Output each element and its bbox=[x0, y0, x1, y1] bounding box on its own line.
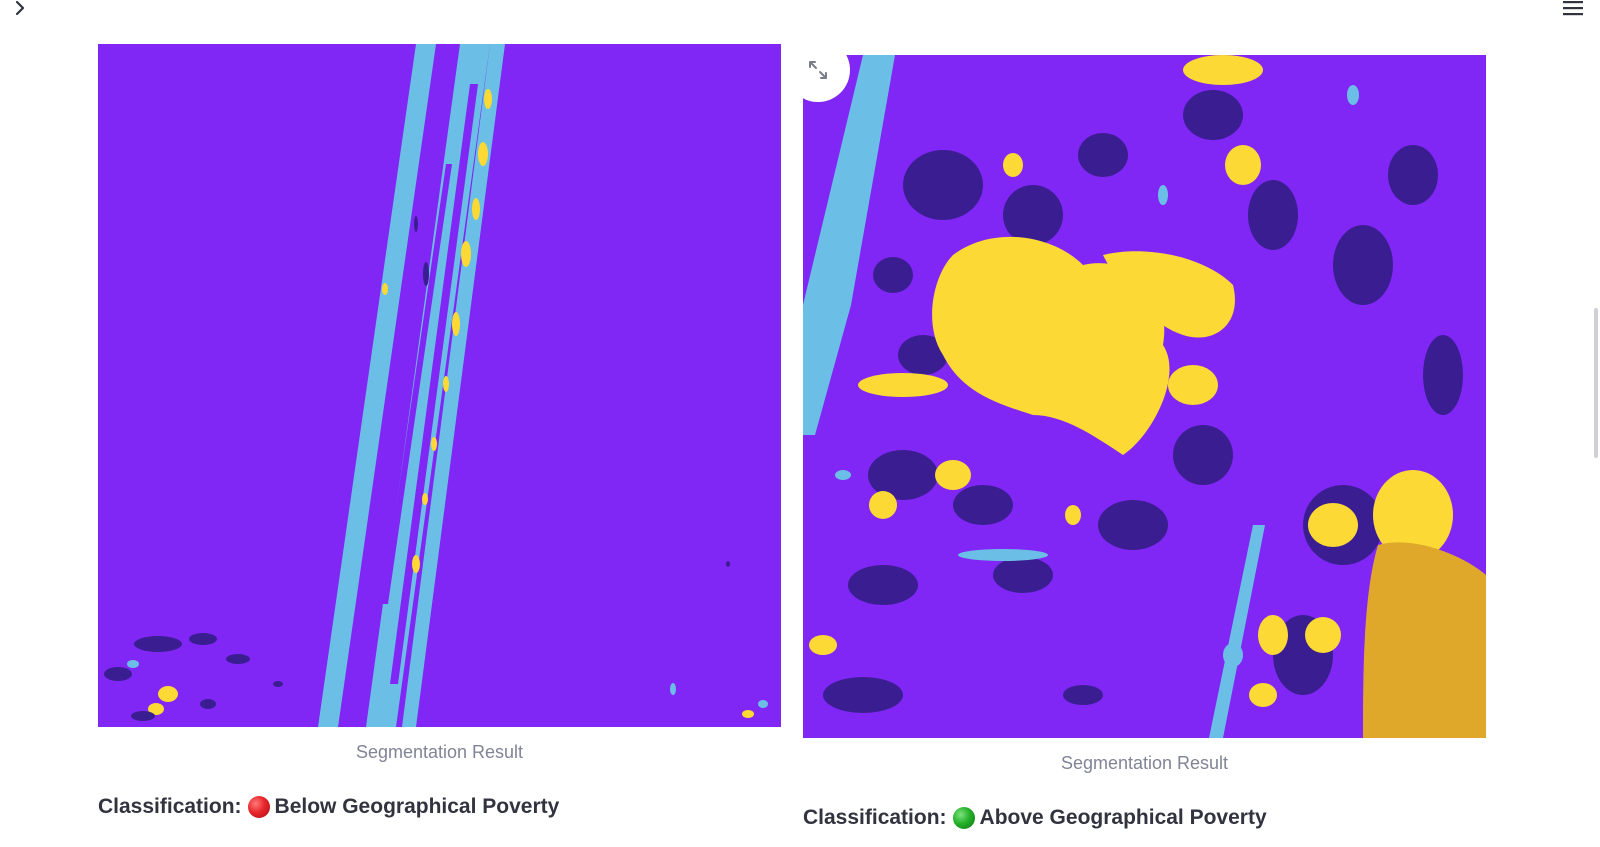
classification-label-right: Classification: bbox=[803, 806, 947, 829]
segmentation-caption-left: Segmentation Result bbox=[355, 742, 524, 762]
chevron-right-icon bbox=[15, 0, 25, 16]
segmentation-caption-right: Segmentation Result bbox=[1060, 753, 1229, 773]
right-result-column: Segmentation Result Classification: Abov… bbox=[803, 55, 1486, 834]
segmentation-mask-right bbox=[803, 55, 1486, 738]
segmentation-image-right bbox=[803, 55, 1486, 738]
sidebar-expand-button[interactable] bbox=[11, 0, 29, 18]
classification-left: Classification: Below Geographical Pover… bbox=[98, 791, 781, 823]
main-menu-button[interactable] bbox=[1561, 0, 1585, 16]
segmentation-image-left bbox=[98, 44, 781, 727]
hamburger-menu-icon bbox=[1563, 1, 1583, 16]
segmentation-mask-left bbox=[98, 44, 781, 727]
red-circle-icon bbox=[247, 796, 270, 818]
classification-value-right: Above Geographical Poverty bbox=[979, 806, 1267, 829]
left-result-column: Segmentation Result Classification: Belo… bbox=[98, 44, 781, 823]
classification-right: Classification: Above Geographical Pover… bbox=[803, 802, 1486, 834]
classification-value-left: Below Geographical Poverty bbox=[274, 795, 560, 818]
page-scrollbar[interactable] bbox=[1594, 308, 1598, 458]
green-circle-icon bbox=[952, 807, 975, 829]
classification-label-left: Classification: bbox=[98, 795, 242, 818]
expand-arrows-icon bbox=[809, 61, 827, 79]
